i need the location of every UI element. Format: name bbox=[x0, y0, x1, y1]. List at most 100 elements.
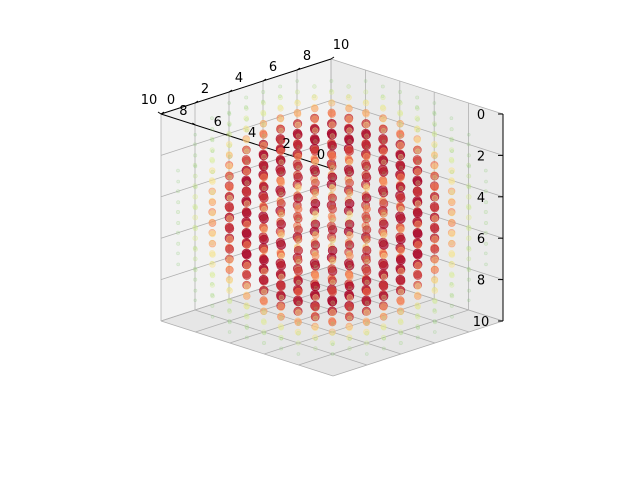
data-point bbox=[416, 325, 420, 330]
data-point bbox=[277, 303, 285, 311]
data-point bbox=[260, 173, 268, 182]
data-point bbox=[208, 219, 217, 227]
data-point bbox=[293, 255, 303, 265]
data-point bbox=[379, 260, 389, 271]
data-point bbox=[432, 110, 437, 115]
data-point bbox=[261, 329, 267, 335]
data-point bbox=[432, 101, 437, 105]
data-point bbox=[432, 308, 438, 314]
data-point bbox=[330, 330, 336, 336]
data-point bbox=[244, 313, 249, 318]
data-point bbox=[396, 276, 406, 286]
data-point bbox=[192, 235, 198, 241]
data-point bbox=[210, 127, 215, 132]
data-point bbox=[450, 315, 454, 319]
data-point bbox=[466, 267, 472, 273]
data-point bbox=[346, 272, 354, 281]
data-point bbox=[363, 89, 369, 95]
data-point bbox=[328, 318, 337, 327]
data-point bbox=[344, 312, 354, 322]
data-point bbox=[413, 135, 421, 143]
data-point bbox=[449, 271, 455, 277]
data-point bbox=[313, 191, 319, 197]
data-point bbox=[262, 331, 267, 336]
data-point bbox=[210, 116, 214, 120]
data-point bbox=[483, 230, 488, 235]
data-point bbox=[276, 291, 286, 301]
data-point bbox=[361, 193, 372, 203]
data-point bbox=[431, 141, 438, 148]
data-point bbox=[449, 282, 455, 288]
grid-line bbox=[228, 298, 402, 355]
data-point bbox=[396, 297, 405, 306]
data-point bbox=[311, 188, 320, 197]
data-point bbox=[448, 251, 456, 258]
data-point bbox=[365, 197, 369, 202]
data-point bbox=[294, 328, 302, 336]
data-point bbox=[208, 198, 217, 207]
data-point bbox=[365, 145, 369, 149]
data-point bbox=[429, 233, 440, 243]
data-point bbox=[310, 240, 321, 250]
data-point bbox=[430, 203, 440, 213]
data-point bbox=[227, 330, 232, 334]
data-point bbox=[227, 299, 233, 305]
data-point bbox=[244, 105, 248, 110]
data-point bbox=[345, 178, 354, 188]
data-point bbox=[484, 241, 488, 246]
data-point bbox=[293, 296, 303, 307]
data-point bbox=[313, 244, 318, 249]
x-tick-label: 10 bbox=[141, 93, 158, 108]
data-point bbox=[346, 127, 353, 134]
data-point bbox=[243, 136, 250, 144]
data-point bbox=[346, 294, 354, 301]
data-point bbox=[208, 187, 216, 196]
data-point bbox=[396, 307, 405, 316]
data-point bbox=[226, 297, 232, 303]
data-point bbox=[395, 161, 406, 172]
data-point bbox=[380, 252, 388, 260]
grid-line bbox=[330, 265, 504, 322]
data-point bbox=[348, 285, 352, 290]
data-point bbox=[449, 282, 454, 286]
data-point bbox=[484, 168, 488, 173]
x-tick-mark bbox=[226, 133, 231, 137]
data-point bbox=[346, 84, 351, 89]
data-point bbox=[310, 281, 321, 292]
data-point bbox=[414, 302, 421, 310]
data-point bbox=[395, 234, 406, 245]
data-point bbox=[448, 178, 456, 185]
data-point bbox=[432, 297, 438, 303]
data-point bbox=[327, 245, 338, 256]
data-point bbox=[431, 256, 439, 264]
data-point bbox=[295, 133, 301, 139]
data-point bbox=[226, 235, 234, 244]
data-point bbox=[378, 124, 388, 134]
data-point bbox=[379, 312, 388, 321]
data-point bbox=[396, 214, 406, 224]
data-point bbox=[362, 99, 370, 107]
data-point bbox=[209, 271, 215, 277]
data-point bbox=[312, 127, 319, 134]
data-point bbox=[432, 143, 438, 149]
data-point bbox=[397, 226, 405, 234]
data-point bbox=[466, 153, 471, 158]
data-point bbox=[327, 193, 337, 203]
data-point bbox=[259, 255, 269, 265]
data-point bbox=[209, 147, 215, 153]
data-point bbox=[378, 167, 389, 177]
data-point bbox=[310, 146, 320, 156]
data-point bbox=[466, 205, 472, 211]
data-point bbox=[415, 128, 420, 133]
data-point bbox=[227, 123, 232, 127]
data-point bbox=[192, 205, 198, 211]
data-point bbox=[243, 220, 251, 229]
data-point bbox=[294, 318, 302, 327]
data-point bbox=[312, 334, 319, 341]
data-point bbox=[330, 352, 335, 356]
data-point bbox=[311, 115, 319, 124]
data-point bbox=[328, 287, 337, 297]
data-point bbox=[430, 161, 439, 170]
data-point bbox=[278, 232, 285, 239]
